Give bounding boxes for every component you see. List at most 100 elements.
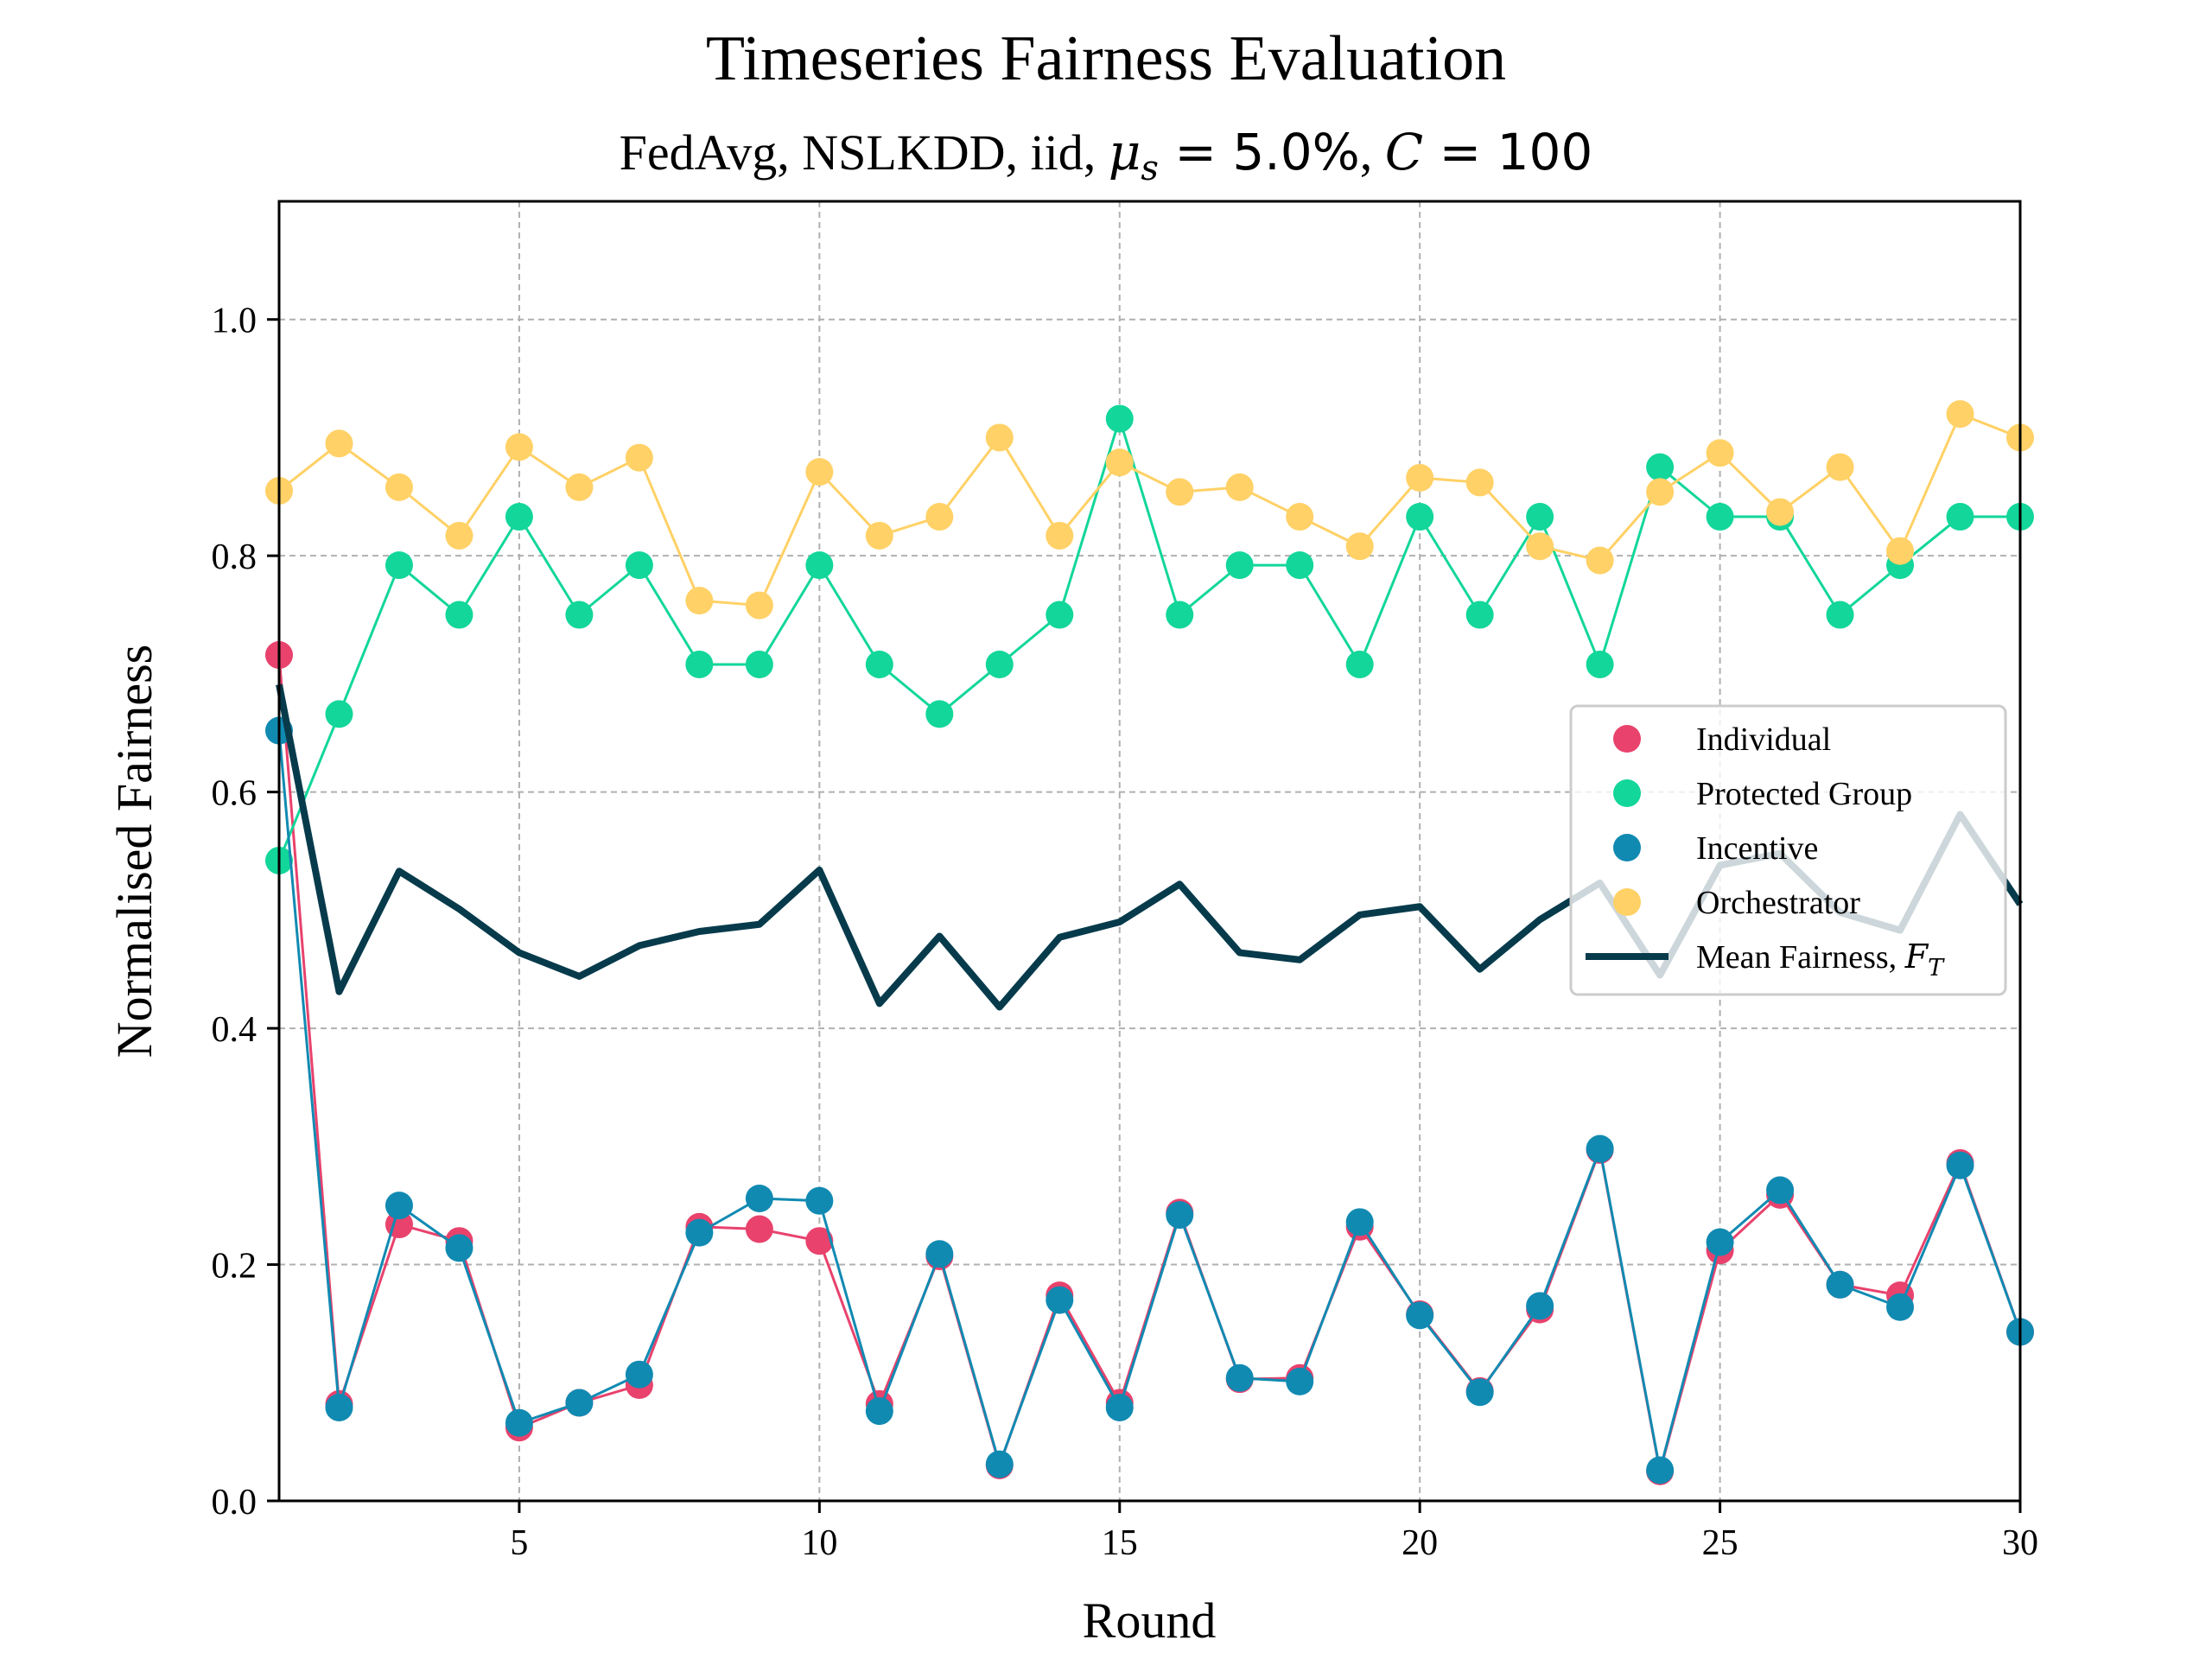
series-layer (265, 400, 2034, 1485)
data-point-incentive-12 (925, 1240, 954, 1268)
subtitle-c-value: = 100 (1423, 123, 1592, 181)
data-point-individual-9 (745, 1215, 773, 1243)
data-point-protected-group-25 (1706, 503, 1734, 531)
x-tick-label-15: 15 (1102, 1523, 1138, 1563)
data-point-orchestrator-22 (1526, 532, 1554, 561)
data-point-orchestrator-19 (1345, 532, 1374, 561)
data-point-orchestrator-14 (1046, 521, 1074, 550)
x-tick-label-5: 5 (510, 1523, 528, 1563)
data-point-protected-group-16 (1166, 601, 1194, 629)
y-tick-label-2: 0.4 (212, 1010, 257, 1050)
data-point-orchestrator-17 (1225, 473, 1254, 501)
legend: Individual Protected Group Incentive Orc… (1569, 704, 2007, 996)
data-point-protected-group-29 (1946, 503, 1974, 531)
subtitle-mu-sub: s (1141, 149, 1159, 188)
data-point-protected-group-22 (1526, 503, 1554, 531)
x-tick-label-25: 25 (1702, 1523, 1738, 1563)
data-point-incentive-10 (805, 1186, 834, 1215)
data-point-orchestrator-26 (1766, 498, 1795, 526)
legend-marker-protected-group (1613, 779, 1641, 807)
data-point-orchestrator-11 (865, 521, 893, 550)
data-point-orchestrator-15 (1105, 448, 1134, 477)
series-orchestrator (265, 400, 2034, 620)
data-point-incentive-14 (1046, 1286, 1074, 1314)
axis-ticks: 5 10 15 20 25 30 0.0 0.2 0.4 0.6 0.8 1.0 (212, 302, 2039, 1563)
data-point-incentive-23 (1586, 1135, 1614, 1163)
data-point-protected-group-11 (865, 650, 893, 678)
data-point-incentive-2 (325, 1393, 353, 1421)
data-point-orchestrator-10 (805, 458, 834, 486)
subtitle-c: C (1385, 123, 1423, 181)
series-line-orchestrator (278, 412, 2021, 607)
data-point-incentive-17 (1225, 1363, 1254, 1392)
data-point-orchestrator-12 (925, 503, 954, 531)
data-point-incentive-6 (565, 1389, 594, 1417)
data-point-orchestrator-6 (565, 473, 594, 501)
data-point-protected-group-23 (1586, 650, 1614, 678)
data-point-incentive-21 (1465, 1378, 1494, 1407)
x-tick-label-30: 30 (2002, 1523, 2038, 1563)
legend-label-orchestrator: Orchestrator (1696, 885, 1860, 921)
data-point-incentive-3 (385, 1192, 413, 1220)
subtitle-prefix: FedAvg, NSLKDD, iid, (620, 124, 1109, 181)
data-point-protected-group-2 (325, 700, 353, 728)
data-point-incentive-13 (985, 1450, 1014, 1478)
data-point-incentive-29 (1946, 1151, 1974, 1179)
legend-mean-text: Mean Fairness, (1696, 939, 1905, 976)
legend-label-incentive: Incentive (1696, 830, 1818, 867)
x-tick-label-20: 20 (1402, 1523, 1438, 1563)
data-point-incentive-18 (1286, 1367, 1314, 1395)
data-point-orchestrator-4 (445, 521, 474, 550)
chart-subtitle: FedAvg, NSLKDD, iid, μs = 5.0%, C = 100 (620, 123, 1593, 188)
data-point-protected-group-9 (745, 650, 773, 678)
data-point-protected-group-15 (1105, 404, 1134, 433)
data-point-orchestrator-28 (1886, 537, 1915, 565)
subtitle-mu: μ (1109, 123, 1141, 181)
data-point-orchestrator-24 (1646, 478, 1675, 506)
legend-label-individual: Individual (1696, 721, 1831, 758)
y-tick-label-3: 0.6 (212, 774, 257, 814)
data-point-orchestrator-2 (325, 429, 353, 458)
data-point-protected-group-14 (1046, 601, 1074, 629)
data-point-protected-group-24 (1646, 453, 1675, 481)
data-point-protected-group-21 (1465, 601, 1494, 629)
data-point-incentive-19 (1345, 1208, 1374, 1236)
data-point-protected-group-6 (565, 601, 594, 629)
data-point-orchestrator-9 (745, 591, 773, 620)
data-point-incentive-24 (1646, 1456, 1675, 1484)
subtitle-mu-value: = 5.0% (1159, 123, 1360, 181)
data-point-orchestrator-18 (1286, 503, 1314, 531)
data-point-protected-group-20 (1406, 503, 1434, 531)
legend-box (1569, 704, 2007, 996)
data-point-incentive-22 (1526, 1292, 1554, 1320)
legend-mean-math-sub: T (1928, 955, 1945, 982)
plot-frame (277, 200, 2022, 1503)
data-point-orchestrator-29 (1946, 400, 1974, 429)
data-point-protected-group-18 (1286, 551, 1314, 580)
y-tick-label-4: 0.8 (212, 537, 257, 577)
data-point-protected-group-4 (445, 601, 474, 629)
data-point-protected-group-10 (805, 551, 834, 580)
series-incentive (265, 716, 2034, 1484)
data-point-orchestrator-23 (1586, 546, 1614, 575)
y-tick-label-5: 1.0 (212, 302, 257, 341)
data-point-protected-group-19 (1345, 650, 1374, 678)
subtitle-sep: , (1360, 124, 1385, 181)
data-point-orchestrator-3 (385, 473, 413, 501)
data-point-incentive-15 (1105, 1393, 1134, 1421)
y-tick-label-1: 0.2 (212, 1247, 257, 1287)
data-point-incentive-11 (865, 1397, 893, 1426)
data-point-individual-10 (805, 1227, 834, 1255)
data-point-incentive-28 (1886, 1293, 1915, 1321)
legend-label-mean-fairness: Mean Fairness, FT (1696, 938, 1945, 982)
data-point-orchestrator-13 (985, 423, 1014, 452)
data-point-incentive-26 (1766, 1176, 1795, 1205)
data-point-protected-group-17 (1225, 551, 1254, 580)
legend-marker-incentive (1613, 834, 1641, 861)
data-point-incentive-4 (445, 1234, 474, 1262)
data-point-orchestrator-7 (625, 443, 653, 472)
data-point-incentive-9 (745, 1184, 773, 1212)
data-point-protected-group-8 (685, 650, 714, 678)
data-point-protected-group-5 (505, 503, 533, 531)
